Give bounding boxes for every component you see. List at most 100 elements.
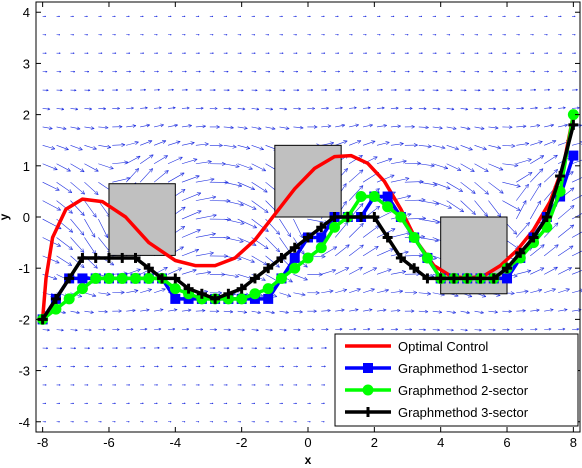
field-arrow <box>376 141 390 146</box>
field-arrow <box>98 70 103 73</box>
field-arrow <box>474 89 481 92</box>
field-arrow <box>195 159 212 165</box>
field-arrow <box>362 267 377 275</box>
x-tick-label: -6 <box>103 435 115 450</box>
field-arrow <box>307 272 323 277</box>
field-arrow <box>571 177 582 183</box>
field-arrow <box>363 15 367 18</box>
field-arrow <box>446 145 459 151</box>
field-arrow <box>209 235 231 240</box>
field-arrow <box>112 124 123 129</box>
data-point <box>568 119 579 130</box>
field-arrow <box>181 346 188 349</box>
field-arrow <box>279 15 283 18</box>
field-arrow <box>153 288 166 294</box>
field-arrow <box>293 218 303 239</box>
data-point <box>316 222 327 233</box>
data-point <box>475 273 486 284</box>
field-arrow <box>307 52 312 55</box>
field-arrow <box>335 327 343 331</box>
x-tick-label: 8 <box>570 435 577 450</box>
field-arrow <box>516 15 520 18</box>
legend-label: Optimal Control <box>398 339 488 354</box>
data-point <box>422 273 433 284</box>
field-arrow <box>460 163 475 172</box>
field-arrow <box>112 160 129 165</box>
field-arrow <box>558 15 562 18</box>
data-point <box>210 293 221 304</box>
field-arrow <box>530 244 545 257</box>
field-arrow <box>572 52 576 55</box>
field-arrow <box>223 402 228 405</box>
field-arrow <box>237 365 243 368</box>
field-arrow <box>474 163 489 172</box>
field-arrow <box>432 163 449 170</box>
field-arrow <box>362 288 375 294</box>
field-arrow <box>56 70 62 73</box>
data-point <box>236 293 248 305</box>
data-point <box>130 272 142 284</box>
field-arrow <box>195 251 214 257</box>
data-point <box>223 288 234 299</box>
field-arrow <box>223 52 228 55</box>
field-arrow <box>321 308 331 313</box>
data-point <box>116 272 128 284</box>
field-arrow <box>279 126 290 130</box>
data-point <box>315 242 327 254</box>
field-arrow <box>307 421 311 423</box>
field-arrow <box>251 218 269 232</box>
field-arrow <box>98 218 109 239</box>
field-arrow <box>154 308 164 312</box>
field-arrow <box>418 144 432 149</box>
y-tick-label: 4 <box>23 5 30 20</box>
field-arrow <box>349 123 359 128</box>
field-arrow <box>572 327 580 331</box>
field-arrow <box>279 89 286 92</box>
field-arrow <box>112 176 131 183</box>
field-arrow <box>154 52 158 55</box>
field-arrow <box>474 126 485 130</box>
field-arrow <box>56 126 67 131</box>
field-arrow <box>168 52 172 55</box>
field-arrow <box>140 384 144 386</box>
field-arrow <box>70 218 85 236</box>
x-tick-label: 2 <box>371 435 378 450</box>
field-arrow <box>112 142 126 147</box>
data-point <box>77 273 88 284</box>
field-arrow <box>530 15 534 18</box>
field-arrow <box>42 89 49 92</box>
field-arrow <box>42 328 50 332</box>
field-arrow <box>70 33 74 36</box>
field-arrow <box>84 200 97 218</box>
field-arrow <box>348 266 363 275</box>
field-arrow <box>265 52 270 55</box>
field-arrow <box>307 365 312 368</box>
field-arrow <box>126 268 141 275</box>
x-tick-label: 6 <box>503 435 510 450</box>
data-point <box>368 191 380 203</box>
field-arrow <box>321 33 325 36</box>
field-arrow <box>335 33 339 36</box>
field-arrow <box>530 70 535 73</box>
field-arrow <box>529 182 542 201</box>
field-arrow <box>460 33 465 36</box>
field-arrow <box>195 124 206 129</box>
field-arrow <box>195 421 200 423</box>
field-arrow <box>432 52 437 55</box>
field-arrow <box>251 384 256 386</box>
field-arrow <box>349 15 353 18</box>
field-arrow <box>251 89 258 92</box>
field-arrow <box>112 107 120 110</box>
field-arrow <box>376 33 381 36</box>
data-point <box>369 212 380 222</box>
field-arrow <box>84 15 88 18</box>
field-arrow <box>432 145 446 150</box>
field-arrow <box>195 213 217 220</box>
field-arrow <box>557 224 575 238</box>
field-arrow <box>223 163 240 169</box>
legend-label: Graphmethod 1-sector <box>398 361 529 376</box>
field-arrow <box>223 384 228 386</box>
field-arrow <box>56 15 60 18</box>
field-arrow <box>544 154 558 165</box>
